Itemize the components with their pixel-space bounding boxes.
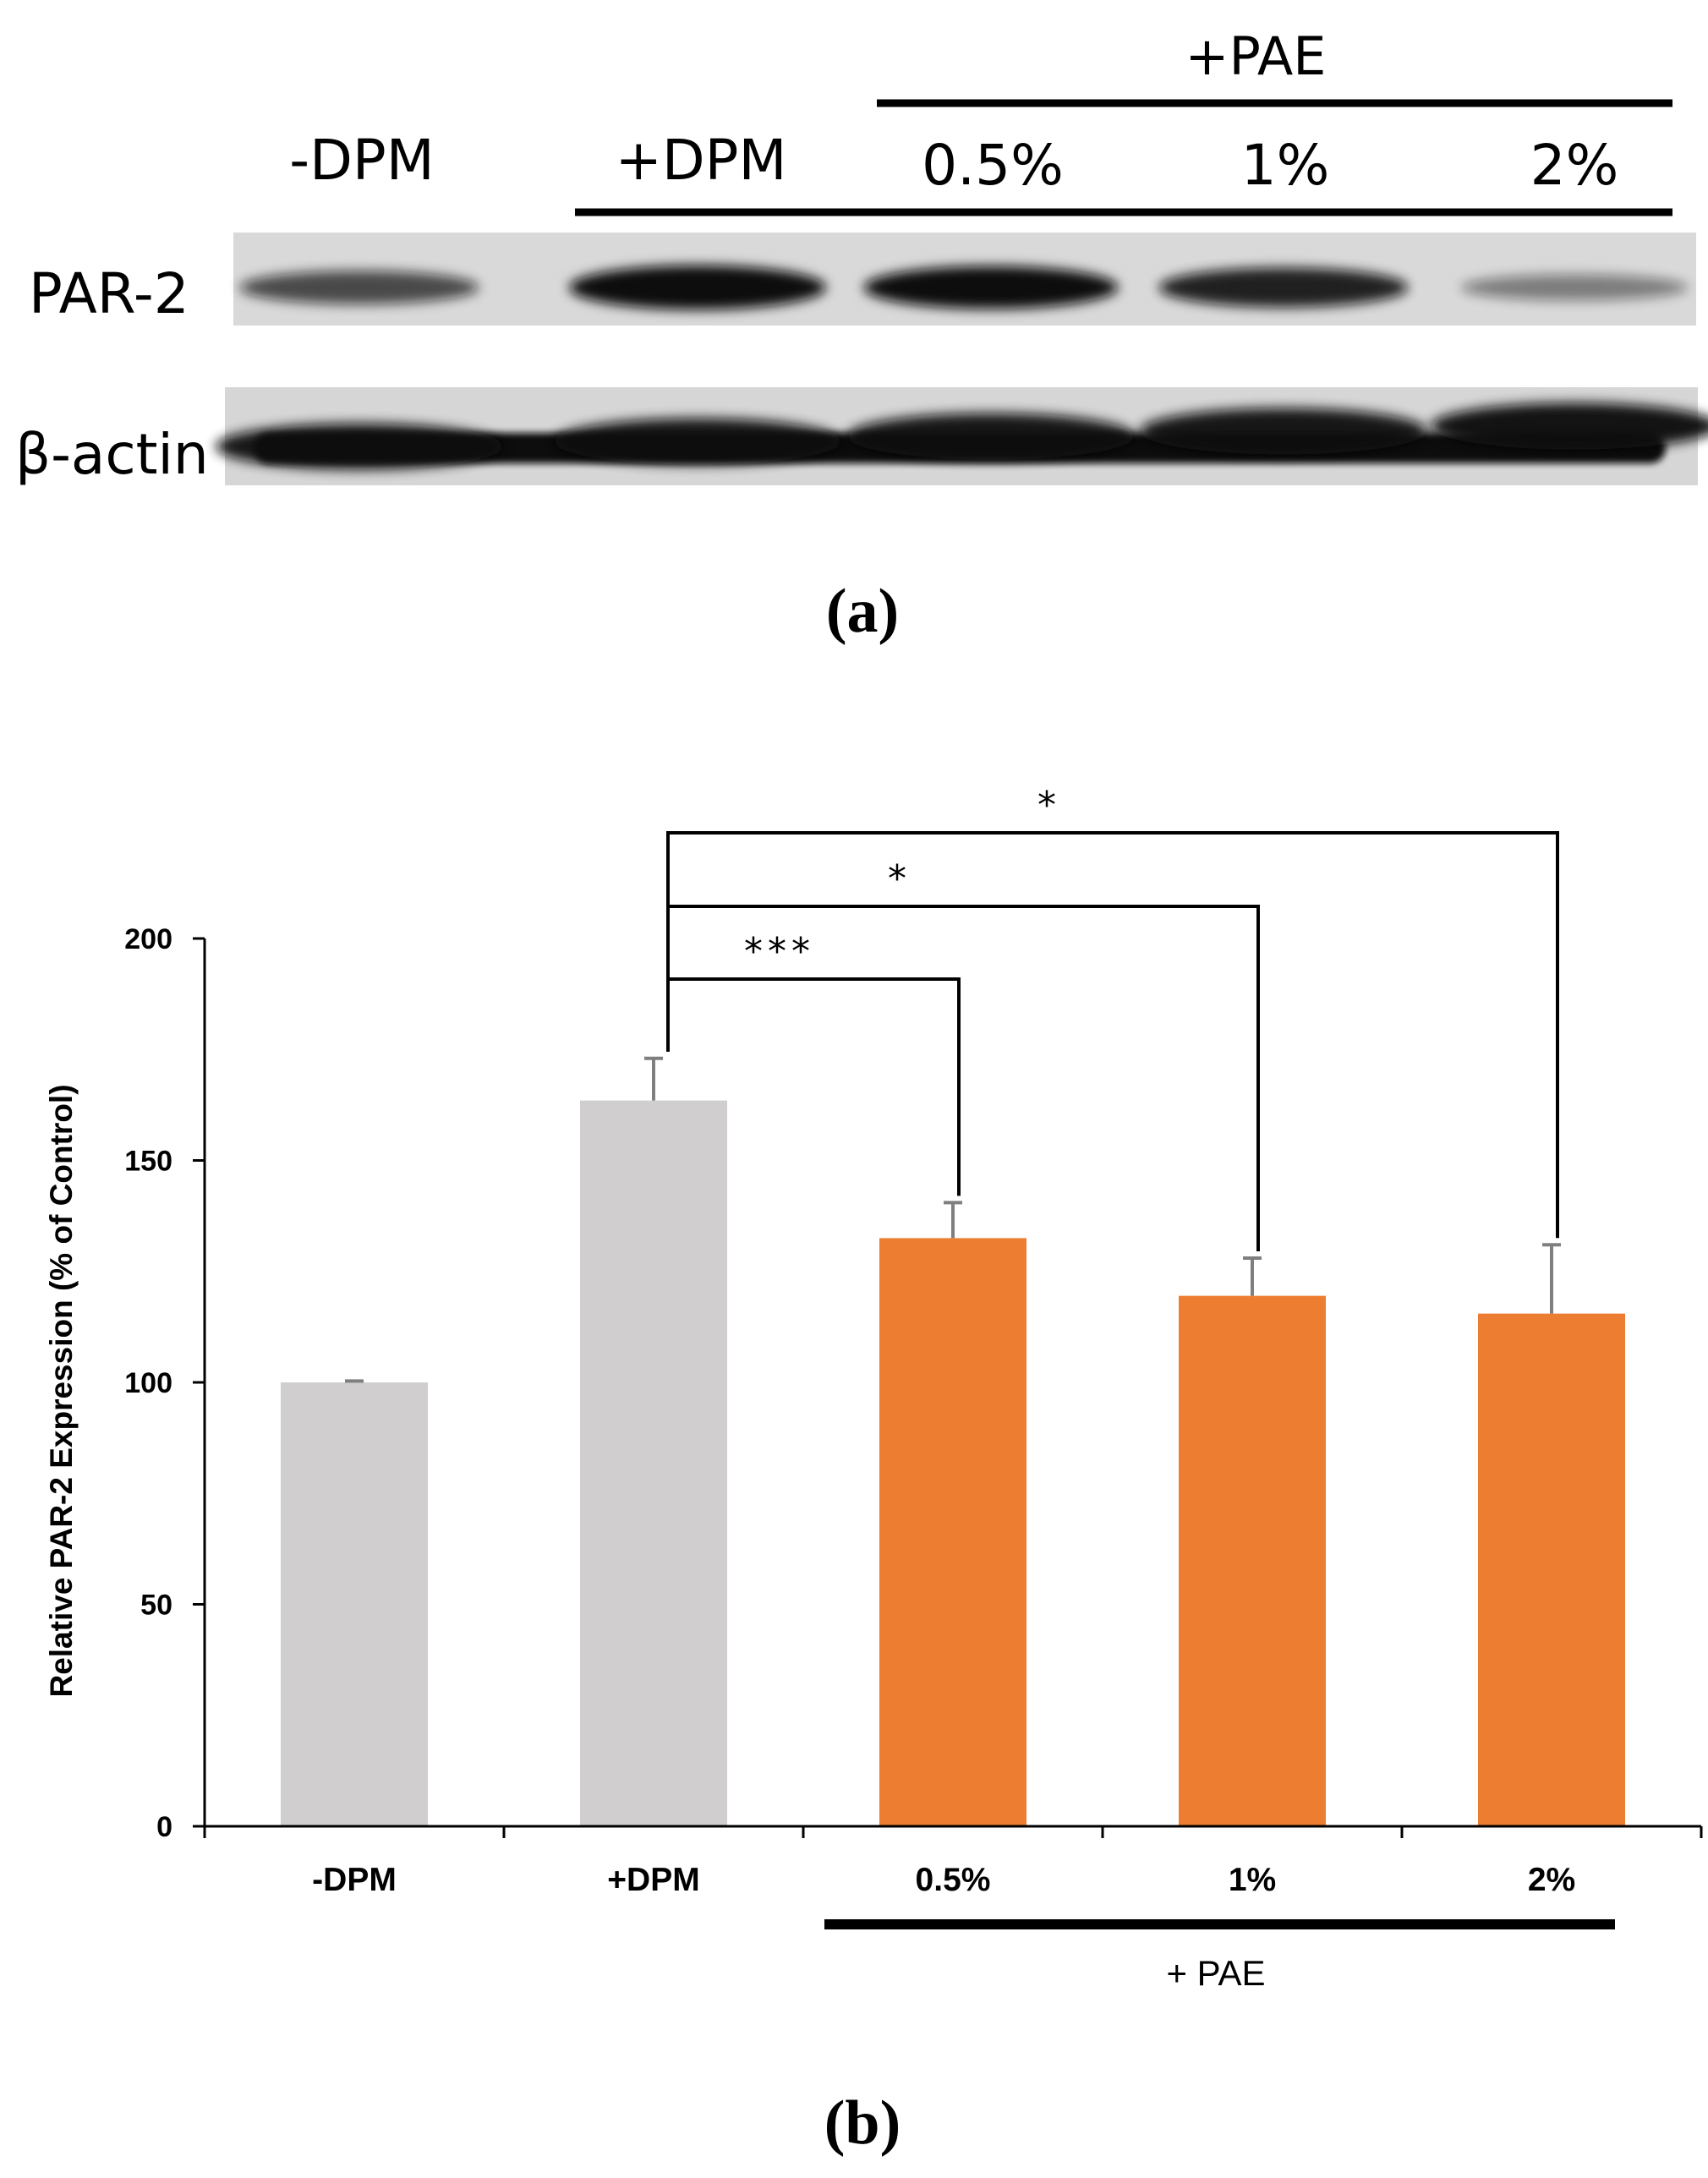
lane-label-pae-2: 2% xyxy=(1530,133,1619,198)
bar xyxy=(580,1100,727,1826)
y-axis-ticks: 0 50 100 150 200 xyxy=(124,923,205,1843)
pae-group-axis-label: + PAE xyxy=(1166,1953,1265,1993)
panel-a-label: (a) xyxy=(826,577,899,646)
axes xyxy=(203,939,1703,1838)
significance-brackets: ***** xyxy=(666,784,1559,1251)
bar-chart-panel: Relative PAR-2 Expression (% of Control)… xyxy=(44,784,1703,2158)
row-label-par2: PAR-2 xyxy=(29,261,189,326)
actin-bands xyxy=(216,402,1708,470)
y-axis-title: Relative PAR-2 Expression (% of Control) xyxy=(44,1084,79,1697)
significance-bracket xyxy=(666,831,1559,1239)
error-bars xyxy=(345,1056,1561,1383)
y-tick-label: 150 xyxy=(124,1146,172,1178)
actin-band xyxy=(1431,402,1708,450)
lane-label-pae-1: 1% xyxy=(1241,133,1330,198)
actin-band xyxy=(216,423,503,470)
x-tick-label: +DPM xyxy=(607,1862,699,1898)
bar xyxy=(1179,1295,1326,1826)
bar xyxy=(1478,1313,1625,1826)
lane-label-pos-dpm: +DPM xyxy=(616,128,787,193)
x-axis-ticks: -DPM +DPM 0.5% 1% 2% xyxy=(312,1862,1575,1898)
pae-group-label: +PAE xyxy=(1185,25,1327,87)
bar xyxy=(879,1238,1026,1826)
par2-band xyxy=(569,265,826,310)
par2-bands xyxy=(239,265,1688,310)
bars xyxy=(281,1100,1625,1826)
x-tick-label: 2% xyxy=(1528,1862,1575,1898)
actin-band xyxy=(554,418,841,465)
lane-label-pae-0-5: 0.5% xyxy=(922,133,1064,198)
western-blot-panel: +PAE -DPM +DPM 0.5% 1% 2% PAR-2 β-actin … xyxy=(15,25,1708,646)
x-tick-label: -DPM xyxy=(312,1862,397,1898)
x-tick-label: 1% xyxy=(1229,1862,1276,1898)
par2-band xyxy=(1461,274,1688,301)
row-label-actin: β-actin xyxy=(15,422,209,487)
lane-label-neg-dpm: -DPM xyxy=(289,128,434,193)
x-tick-label: 0.5% xyxy=(916,1862,991,1898)
par2-band xyxy=(239,271,479,304)
y-tick-label: 100 xyxy=(124,1367,172,1399)
par2-band xyxy=(1158,267,1409,308)
y-tick-label: 0 xyxy=(156,1811,172,1843)
significance-label: *** xyxy=(744,930,815,973)
actin-band xyxy=(1140,408,1427,455)
panel-b-label: (b) xyxy=(824,2088,901,2158)
par2-band xyxy=(863,265,1119,309)
y-tick-label: 200 xyxy=(124,923,172,955)
actin-band xyxy=(847,413,1135,460)
bar xyxy=(281,1382,428,1826)
significance-label: * xyxy=(1037,784,1061,827)
significance-label: * xyxy=(888,857,911,900)
y-tick-label: 50 xyxy=(140,1590,172,1622)
